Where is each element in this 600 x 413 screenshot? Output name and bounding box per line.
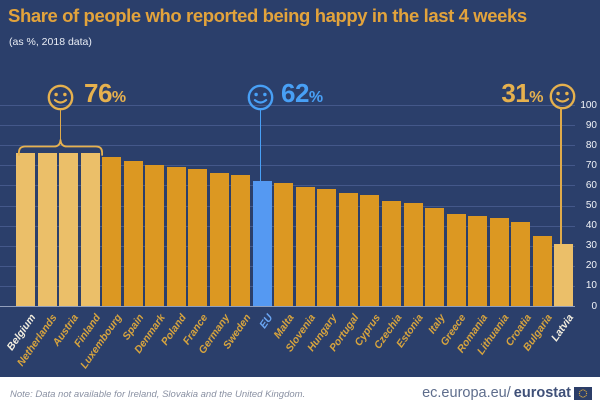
connector-line	[560, 108, 562, 244]
y-tick-label: 70	[585, 159, 597, 171]
bar-hungary	[317, 189, 337, 306]
bar-estonia	[403, 203, 423, 306]
bar-finland	[80, 153, 100, 306]
smiley-face-icon	[549, 83, 576, 110]
bar-slovenia	[295, 187, 315, 306]
gridline	[0, 145, 575, 147]
y-tick-label: 80	[585, 139, 597, 151]
bar-denmark	[145, 165, 165, 306]
y-tick-label: 20	[585, 260, 597, 272]
eu-flag-icon	[574, 386, 592, 400]
y-tick-label: 60	[585, 179, 597, 191]
y-tick-label: 90	[585, 119, 597, 131]
bar-croatia	[511, 221, 531, 306]
smiley-face-icon	[247, 84, 274, 111]
bar-luxembourg	[102, 157, 122, 306]
site-url-regular: ec.europa.eu/	[422, 385, 511, 401]
chart-subtitle: (as %, 2018 data)	[9, 36, 92, 48]
y-tick-label: 50	[585, 200, 597, 211]
gridline	[0, 105, 575, 106]
smiley-face-icon	[47, 84, 74, 111]
eurostat-wordmark: ec.europa.eu/eurostat	[422, 385, 592, 401]
bar-netherlands	[37, 153, 57, 306]
bar-bulgaria	[532, 235, 552, 306]
y-tick-label: 30	[585, 240, 597, 252]
bar-malta	[274, 183, 294, 306]
bar-romania	[468, 215, 488, 306]
annotation-value: 62%	[281, 78, 323, 108]
connector-line	[59, 110, 62, 140]
bar-sweden	[231, 175, 251, 306]
y-tick-label: 100	[580, 99, 597, 111]
bracket-shape	[18, 139, 103, 156]
y-tick-label: 10	[585, 280, 597, 292]
bar-italy	[425, 207, 445, 306]
y-tick-label: 0	[591, 300, 597, 312]
bar-france	[188, 169, 208, 306]
bar-czechia	[382, 201, 401, 306]
chart-title: Share of people who reported being happy…	[8, 5, 527, 26]
site-url-bold: eurostat	[513, 385, 571, 401]
footer-bar: Note: Data not available for Ireland, Sl…	[0, 377, 600, 413]
bar-portugal	[338, 193, 358, 306]
annotation-value: 76%	[84, 78, 126, 108]
bar-germany	[209, 173, 229, 306]
connector-line	[259, 110, 262, 181]
bar-austria	[59, 153, 79, 306]
annotation-value: 31%	[501, 78, 543, 108]
footnote: Note: Data not available for Ireland, Sl…	[10, 389, 306, 400]
bar-greece	[446, 213, 466, 306]
bar-eu	[252, 181, 272, 306]
y-tick-label: 40	[585, 220, 597, 232]
bar-spain	[123, 161, 143, 306]
gridline	[0, 125, 575, 127]
gridline	[0, 306, 575, 307]
bar-cyprus	[360, 195, 380, 306]
bar-lithuania	[489, 217, 509, 306]
bar-latvia	[554, 243, 574, 306]
bar-poland	[166, 167, 186, 306]
gridline	[0, 165, 575, 167]
bar-belgium	[16, 153, 35, 306]
